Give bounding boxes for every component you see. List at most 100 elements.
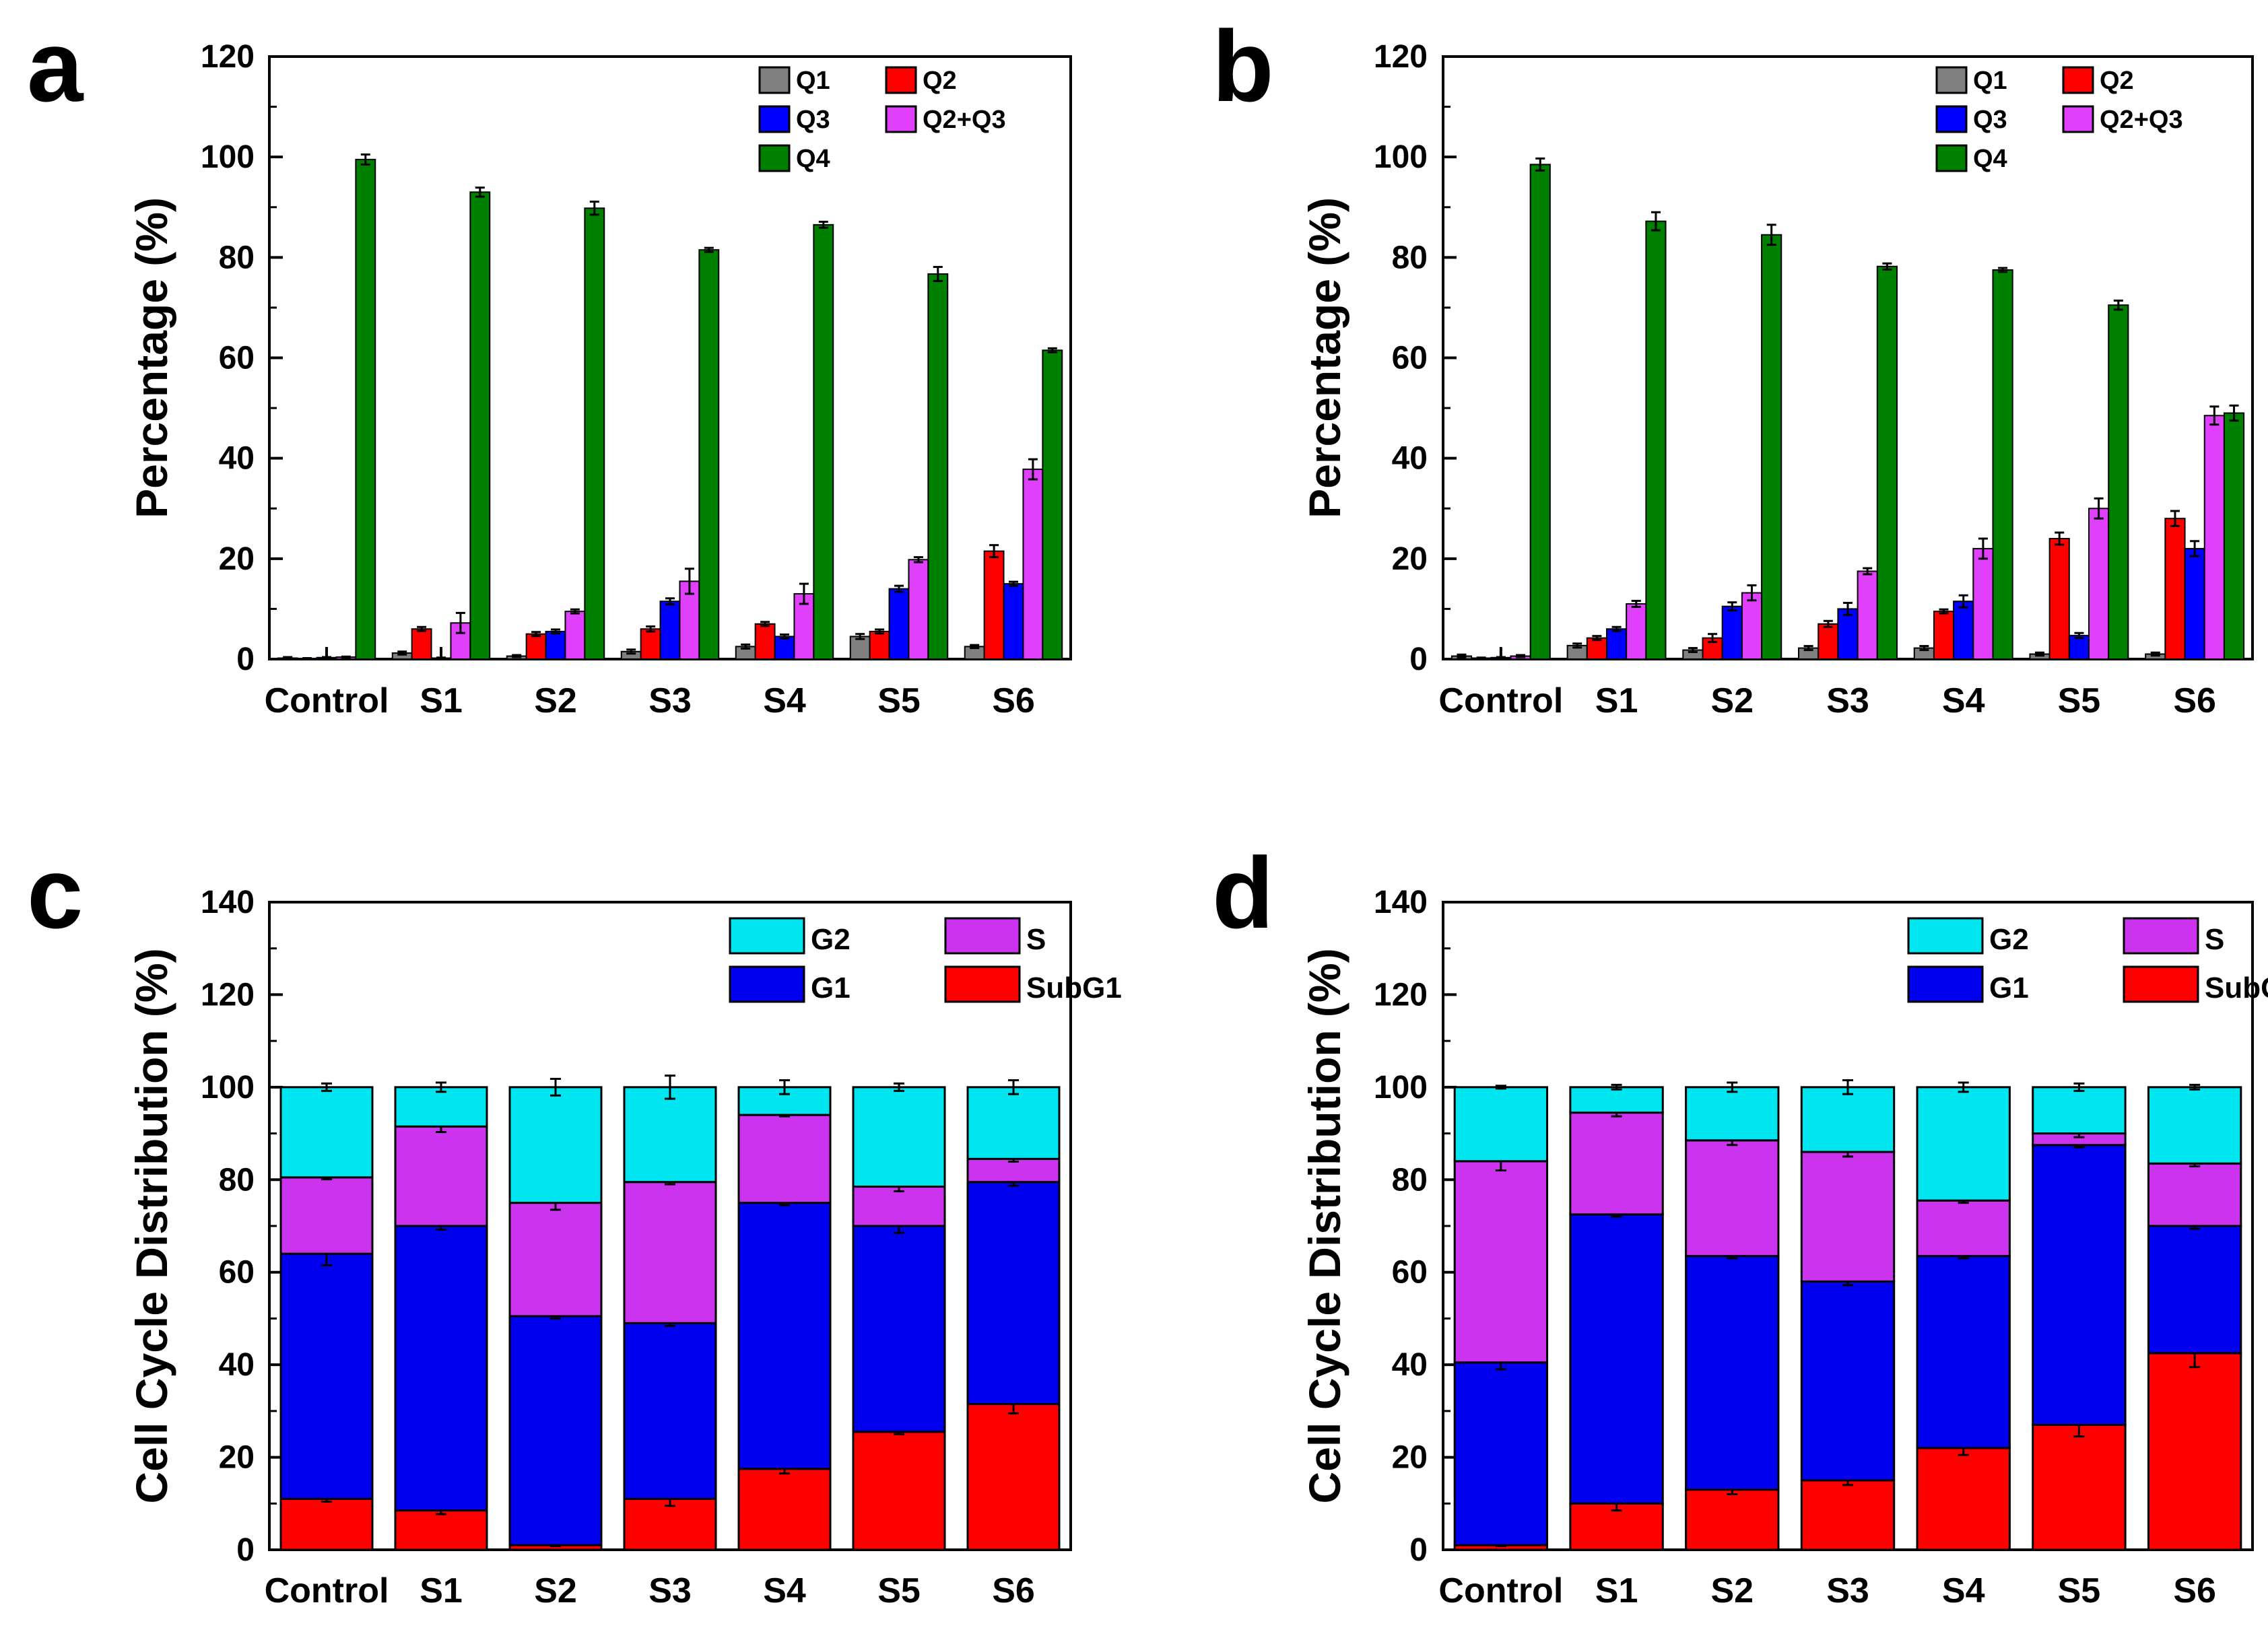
bar-q2-q3 [564,611,586,660]
x-tick-label: S4 [763,1571,806,1610]
bar-q3 [774,636,795,660]
bar-q2-q3 [2203,415,2225,660]
legend: Q1 Q2 Q3 Q2+Q3 Q4 [1935,66,2183,173]
x-tick-label: S5 [2058,681,2101,720]
bar-g2 [2032,1086,2127,1135]
y-tick-label: 120 [1374,39,1428,75]
legend-swatch [758,66,791,94]
y-tick-label: 20 [1392,541,1428,577]
bar-q2 [1586,637,1607,660]
bar-g1 [852,1225,946,1433]
y-axis-label: Cell Cycle Distribution (%) [127,948,176,1503]
x-tick-label: S3 [648,1571,692,1610]
legend-swatch [758,105,791,133]
bar-s [852,1186,946,1227]
x-tick-label: S6 [992,681,1035,720]
legend-swatch [729,917,805,955]
bar-subg1 [1685,1489,1780,1551]
bar-q3 [1721,605,1743,660]
bar-q4 [1042,349,1063,660]
bar-q2-q3 [1972,547,1994,660]
bar-g1 [1569,1213,1664,1505]
x-tick-label: S2 [1710,1571,1754,1610]
bar-s [1916,1199,2011,1258]
bar-s [737,1114,832,1204]
x-tick-label: S6 [2173,1571,2216,1610]
legend-label: G1 [1989,971,2029,1004]
y-tick-label: 0 [1409,642,1428,677]
legend-swatch [1935,66,1968,94]
y-tick-label: 100 [201,139,255,175]
bar-g1 [737,1202,832,1470]
bar-g1 [623,1322,717,1500]
bar-g1 [508,1315,603,1546]
bar-g1 [2147,1225,2242,1355]
bar-q2-q3 [1741,592,1763,660]
y-tick-label: 40 [1392,1347,1428,1383]
x-tick-label: Control [265,681,389,720]
bar-subg1 [737,1468,832,1551]
bar-q3 [1837,608,1859,660]
bar-q2 [754,623,776,660]
panel-label: a [27,9,84,123]
bar-q3 [659,601,681,660]
bar-s [508,1202,603,1318]
plot-frame [268,55,1072,660]
legend-swatch [758,144,791,172]
bars [1453,1079,2242,1551]
bar-g1 [1800,1280,1896,1482]
legend-label: Q1 [796,67,830,95]
bar-q2-q3 [1022,469,1044,660]
y-axis-label: Percentage (%) [127,197,176,518]
bar-subg1 [279,1497,374,1551]
bar-s [1685,1139,1780,1258]
panel-a: a 0 20 40 60 80 100 120 Percentage (%) Control S1 S… [27,9,1072,720]
bar-q2-q3 [2088,508,2110,660]
bar-g2 [1569,1086,1664,1114]
x-tick-label: S2 [1710,681,1754,720]
bar-subg1 [852,1431,946,1551]
bar-s [623,1181,717,1324]
x-tick-label: S4 [1942,681,1985,720]
bar-g2 [623,1086,717,1184]
bar-q4 [1876,265,1898,660]
bars [1450,157,2245,660]
legend: G2 S G1 SubG1 [1907,917,2268,1004]
legend-swatch [944,965,1021,1003]
bar-g2 [394,1086,488,1128]
bars [279,1074,1061,1551]
bar-g1 [1685,1255,1780,1491]
y-tick-label: 60 [1392,341,1428,376]
legend-label: G2 [811,923,850,956]
bar-subg1 [2147,1352,2242,1551]
x-tick-label: S2 [534,681,577,720]
bar-q3 [1953,601,1974,660]
bar-q4 [1529,164,1551,660]
y-tick-label: 60 [219,341,255,376]
y-tick-label: 40 [1392,441,1428,477]
bar-g1 [279,1252,374,1500]
bar-q2 [2164,518,2186,660]
bar-q4 [2223,412,2245,660]
bar-g2 [1916,1086,2011,1202]
bar-s [1569,1112,1664,1216]
x-tick-label: S6 [992,1571,1035,1610]
legend-label: SubG1 [1026,971,1122,1004]
bar-g1 [1916,1255,2011,1449]
y-tick-label: 0 [236,1532,255,1568]
legend-swatch [2123,917,2199,955]
bar-q2 [983,550,1005,660]
bar-s [394,1125,488,1227]
y-tick-label: 100 [201,1070,255,1105]
y-tick-label: 80 [1392,240,1428,275]
bar-subg1 [2032,1423,2127,1551]
y-tick-label: 20 [219,1440,255,1476]
y-tick-label: 120 [201,39,255,75]
bar-g2 [966,1086,1061,1160]
bar-s [2147,1162,2242,1227]
y-tick-label: 60 [219,1255,255,1291]
legend-label: Q3 [796,106,830,134]
bar-q4 [1645,220,1667,660]
bar-q3 [2068,634,2090,660]
x-tick-label: S5 [877,681,921,720]
